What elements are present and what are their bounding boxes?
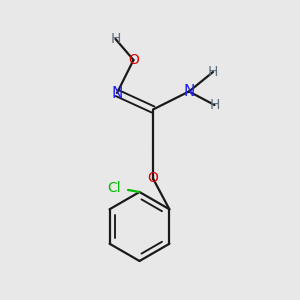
Text: H: H (208, 65, 218, 79)
Text: H: H (209, 98, 220, 112)
Text: Cl: Cl (107, 181, 121, 194)
Text: H: H (110, 32, 121, 46)
Text: N: N (111, 85, 123, 100)
Text: O: O (128, 53, 139, 67)
Text: O: O (148, 172, 158, 185)
Text: N: N (183, 84, 195, 99)
